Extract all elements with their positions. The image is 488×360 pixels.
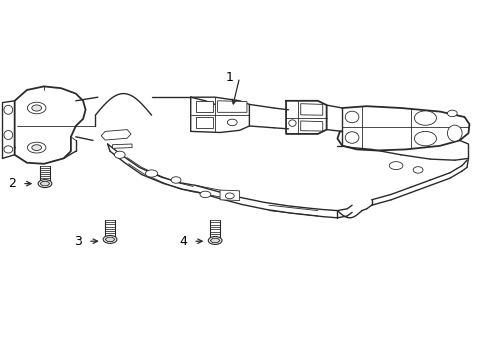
Ellipse shape xyxy=(227,119,237,126)
Polygon shape xyxy=(195,117,212,128)
Text: 1: 1 xyxy=(225,71,233,84)
Ellipse shape xyxy=(200,191,210,198)
Text: 3: 3 xyxy=(74,235,81,248)
Ellipse shape xyxy=(225,193,234,199)
Polygon shape xyxy=(101,130,131,140)
Ellipse shape xyxy=(4,146,13,153)
Ellipse shape xyxy=(27,142,46,153)
Ellipse shape xyxy=(32,105,41,111)
Ellipse shape xyxy=(345,111,358,123)
Polygon shape xyxy=(300,104,322,115)
Ellipse shape xyxy=(412,167,422,173)
Text: 4: 4 xyxy=(179,235,186,248)
Polygon shape xyxy=(210,238,220,243)
Polygon shape xyxy=(105,237,115,242)
Ellipse shape xyxy=(38,180,52,188)
Ellipse shape xyxy=(345,132,358,143)
Ellipse shape xyxy=(447,125,461,141)
Ellipse shape xyxy=(103,235,117,243)
Ellipse shape xyxy=(145,170,157,177)
Polygon shape xyxy=(40,181,50,186)
Ellipse shape xyxy=(288,120,296,126)
Ellipse shape xyxy=(447,110,456,117)
Polygon shape xyxy=(112,144,132,148)
Ellipse shape xyxy=(388,162,402,170)
Polygon shape xyxy=(195,101,212,112)
Ellipse shape xyxy=(414,111,435,125)
Ellipse shape xyxy=(171,177,181,183)
Ellipse shape xyxy=(114,151,125,158)
Text: 2: 2 xyxy=(8,177,16,190)
Ellipse shape xyxy=(27,102,46,114)
Polygon shape xyxy=(220,190,239,201)
Ellipse shape xyxy=(32,145,41,150)
Ellipse shape xyxy=(208,237,222,244)
Polygon shape xyxy=(300,121,322,131)
Ellipse shape xyxy=(414,131,435,146)
Polygon shape xyxy=(217,101,246,112)
Ellipse shape xyxy=(4,105,13,114)
Ellipse shape xyxy=(4,130,13,139)
